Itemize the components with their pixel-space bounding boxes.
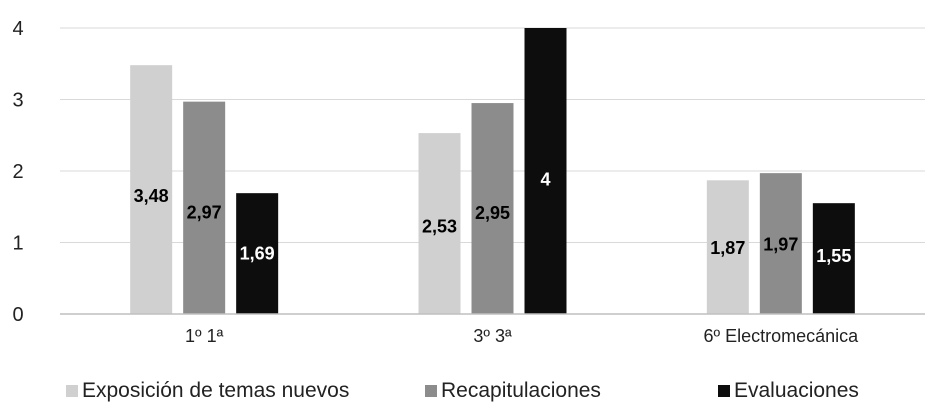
x-tick-label: 3º 3ª bbox=[473, 326, 512, 346]
data-label: 1,97 bbox=[763, 235, 798, 255]
bar bbox=[236, 193, 279, 314]
bar bbox=[130, 65, 173, 315]
bar bbox=[706, 180, 749, 314]
y-axis: 0 1 2 3 4 bbox=[12, 18, 23, 326]
data-label: 1,55 bbox=[816, 246, 851, 266]
data-label: 3,48 bbox=[134, 186, 169, 206]
legend-label: Evaluaciones bbox=[734, 379, 859, 402]
data-label: 2,97 bbox=[187, 202, 222, 222]
data-label: 1,69 bbox=[240, 244, 275, 264]
bars: 3,48 2,97 1,69 2,53 2,95 4 1,87 1,97 1,55 bbox=[130, 28, 855, 315]
x-tick-label: 6º Electromecánica bbox=[704, 326, 860, 346]
data-label: 1,87 bbox=[710, 238, 745, 258]
y-tick-label: 1 bbox=[12, 233, 23, 255]
x-tick-label: 1º 1ª bbox=[185, 326, 224, 346]
data-label: 2,53 bbox=[422, 217, 457, 237]
y-tick-label: 3 bbox=[12, 90, 23, 112]
x-axis: 1º 1ª 3º 3ª 6º Electromecánica bbox=[60, 313, 925, 346]
y-tick-label: 4 bbox=[12, 18, 23, 40]
data-label: 4 bbox=[540, 169, 550, 189]
bar bbox=[471, 103, 514, 314]
legend-swatch bbox=[66, 385, 78, 397]
bar bbox=[418, 133, 461, 314]
legend-swatch bbox=[425, 385, 437, 397]
bar bbox=[812, 203, 855, 314]
legend-swatch bbox=[718, 385, 730, 397]
y-tick-label: 2 bbox=[12, 161, 23, 183]
y-tick-label: 0 bbox=[12, 304, 23, 326]
bar bbox=[183, 101, 226, 315]
bar bbox=[524, 28, 567, 314]
data-label: 2,95 bbox=[475, 203, 510, 223]
bar bbox=[759, 173, 802, 314]
legend-label: Recapitulaciones bbox=[441, 379, 601, 402]
legend-label: Exposición de temas nuevos bbox=[82, 379, 349, 402]
legend: Exposición de temas nuevos Recapitulacion… bbox=[66, 379, 859, 402]
